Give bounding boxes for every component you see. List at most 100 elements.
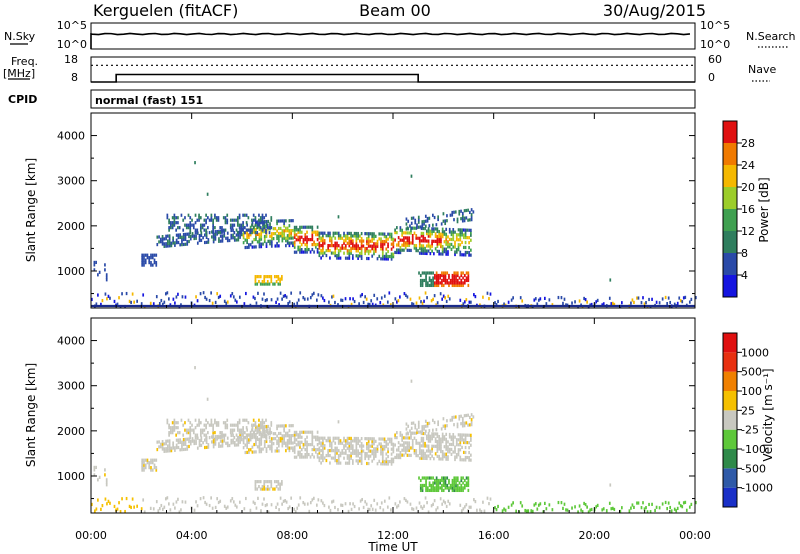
power-echo-cell [437,215,439,219]
velocity-echo-cell [258,447,261,451]
power-echo-cell [350,249,352,253]
velocity-echo-cell [456,422,459,426]
freq-tick-bottom: 8 [71,71,78,84]
velocity-echo-cell [451,478,454,483]
velocity-echo-cell [230,441,233,445]
velocity-echo-cell [428,476,431,480]
power-echo-cell [242,213,244,217]
power-echo-cell [233,238,236,242]
power-echo-cell [436,249,439,253]
power-echo-cell [348,249,351,253]
velocity-echo-cell [297,450,300,454]
velocity-echo-cell [417,420,420,424]
velocity-echo-cell [253,450,256,454]
power-echo-cell [302,240,305,244]
velocity-echo-cell [198,421,200,425]
velocity-echo-cell [421,425,424,429]
velocity-echo-cell [274,432,277,436]
velocity-echo-cell [281,502,283,506]
velocity-echo-cell [444,481,447,485]
velocity-echo-cell [373,457,375,461]
power-echo-cell [330,239,333,243]
velocity-echo-cell [357,449,359,453]
power-echo-cell [258,232,261,236]
velocity-echo-cell [295,430,298,434]
velocity-echo-cell [264,503,267,508]
velocity-echo-cell [480,509,483,514]
power-echo-cell [337,231,340,235]
velocity-echo-cell [464,458,467,462]
power-echo-cell [651,297,653,301]
power-echo-cell [133,300,135,304]
velocity-echo-cell [255,440,257,444]
velocity-echo-cell [242,426,244,430]
velocity-echo-cell [404,448,407,452]
velocity-echo-cell [417,454,419,458]
velocity-echo-cell [428,429,431,433]
velocity-echo-cell [322,439,324,443]
power-echo-cell [270,244,273,248]
power-echo-cell [445,235,448,239]
velocity-echo-cell [430,476,433,480]
power-echo-cell [311,293,314,297]
power-echo-cell [460,209,462,213]
power-echo-cell [302,296,305,300]
power-echo-cell [341,236,344,240]
power-echo-cell [376,257,379,261]
velocity-echo-cell [293,507,296,511]
velocity-echo-cell [464,435,467,440]
velocity-echo-cell [586,505,588,509]
velocity-colorbar-swatch-6 [723,371,737,391]
velocity-echo-cell [436,442,439,446]
power-echo-cell [317,293,320,297]
power-echo-cell [467,278,470,283]
power-echo-cell [239,233,241,237]
velocity-echo-cell [411,443,414,448]
velocity-echo-cell [396,436,398,440]
velocity-echo-cell [621,506,623,510]
velocity-echo-cell [390,460,393,464]
power-echo-cell [457,243,460,247]
power-echo-cell [455,283,457,288]
velocity-echo-cell [418,501,421,505]
power-echo-cell [421,220,424,224]
power-echo-cell [236,223,239,227]
velocity-echo-cell [146,461,149,465]
power-echo-cell [265,228,267,232]
velocity-echo-cell [399,433,402,437]
velocity-echo-cell [571,506,573,510]
velocity-echo-cell [404,441,407,445]
velocity-echo-cell [281,444,284,448]
velocity-echo-cell [288,424,291,428]
power-echo-cell [142,293,145,297]
velocity-echo-cell [261,487,264,491]
velocity-echo-cell [684,500,687,504]
velocity-echo-cell [306,452,308,457]
power-echo-cell [458,209,461,214]
velocity-echo-cell [421,483,424,488]
power-echo-cell [390,235,393,239]
velocity-echo-cell [441,440,444,444]
power-echo-cell [279,219,282,223]
power-echo-cell [262,242,264,246]
velocity-echo-cell [268,487,271,491]
velocity-echo-cell [463,478,466,483]
power-echo-cell [240,226,243,230]
power-echo-cell [188,232,190,236]
velocity-echo-cell [369,454,372,458]
velocity-echo-cell [272,432,275,436]
velocity-echo-cell [449,483,452,488]
power-echo-cell [168,241,171,245]
power-echo-cell [414,218,417,222]
velocity-echo-cell [222,421,225,425]
power-echo-cell [182,242,185,247]
velocity-echo-cell [383,459,386,464]
power-echo-cell [196,299,199,303]
velocity-echo-cell [344,441,347,445]
power-echo-cell [337,249,340,253]
power-echo-cell [207,240,210,244]
power-echo-cell [451,276,454,280]
power-echo-cell [445,232,448,236]
power-echo-cell [248,233,250,237]
